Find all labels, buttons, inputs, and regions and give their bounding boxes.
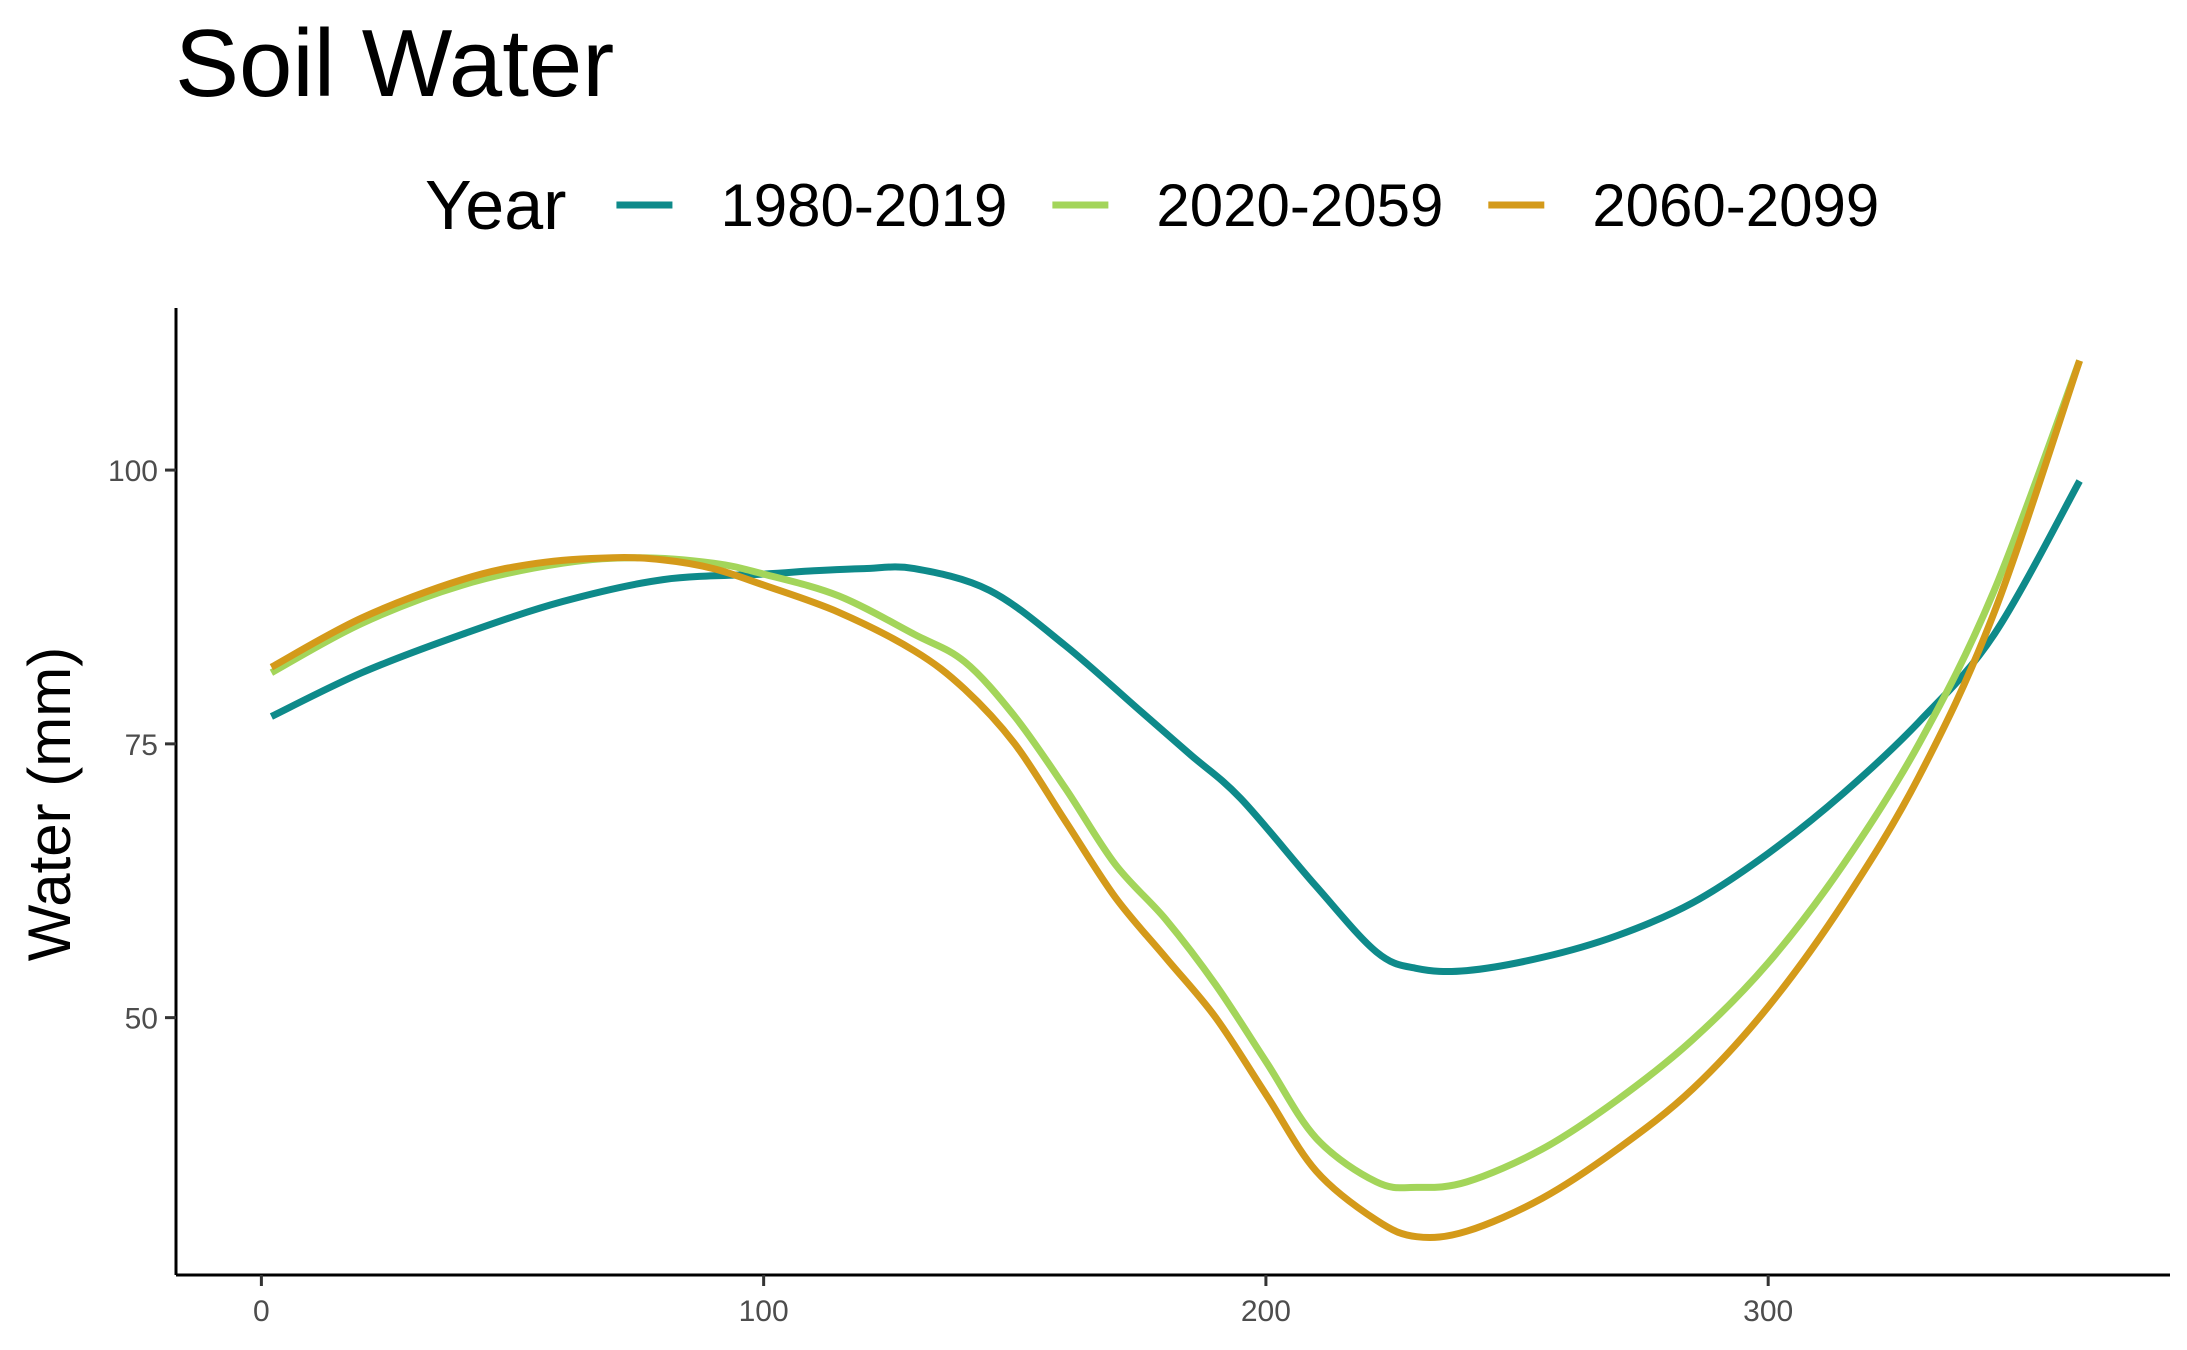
legend: Year 1980-2019 2020-2059 2060-2099 [425,166,1879,244]
x-tick-label-200: 200 [1241,1295,1291,1328]
x-tick-label-300: 300 [1743,1295,1793,1328]
series-line-1980-2019 [269,479,2083,976]
x-tick-label-0: 0 [253,1295,270,1328]
y-tick-label-75: 75 [125,729,158,762]
series-line-2060-2099 [269,359,2083,1241]
legend-label-1980-2019: 1980-2019 [720,172,1007,239]
y-tick-label-100: 100 [108,455,158,488]
y-axis-title: Water (mm) [16,647,83,961]
legend-label-2060-2099: 2060-2099 [1592,172,1879,239]
plot-area [269,359,2083,1241]
series-line-2020-2059 [269,359,2083,1192]
x-tick-label-100: 100 [739,1295,789,1328]
chart-title: Soil Water [175,10,614,117]
y-tick-label-50: 50 [125,1003,158,1036]
legend-label-2020-2059: 2020-2059 [1156,172,1443,239]
legend-title: Year [425,166,566,244]
axes: 0 100 200 300 50 75 100 [108,308,2170,1328]
